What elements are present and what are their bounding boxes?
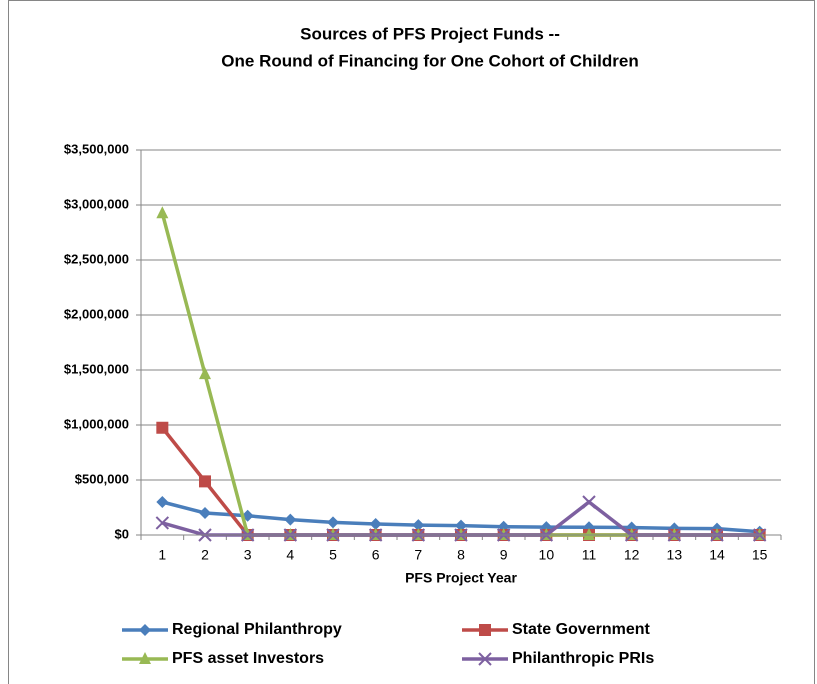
x-tick-label: 2 xyxy=(201,547,209,563)
x-tick-label: 9 xyxy=(500,547,508,563)
x-tick-label: 12 xyxy=(624,547,640,563)
legend-label: State Government xyxy=(512,621,650,638)
y-tick-label: $1,000,000 xyxy=(64,416,129,431)
x-tick-label: 11 xyxy=(582,547,597,563)
marker xyxy=(139,624,151,636)
x-tick-label: 7 xyxy=(414,547,422,563)
x-tick-label: 14 xyxy=(709,547,725,563)
legend-label: Philanthropic PRIs xyxy=(512,650,654,667)
marker xyxy=(455,519,467,532)
marker xyxy=(156,496,169,508)
marker xyxy=(412,519,425,532)
y-tick-label: $0 xyxy=(115,526,129,541)
chart-title: Sources of PFS Project Funds -- xyxy=(300,24,560,43)
x-tick-label: 10 xyxy=(539,547,555,563)
legend-label: Regional Philanthropy xyxy=(172,621,342,638)
marker xyxy=(156,206,169,219)
y-tick-label: $3,500,000 xyxy=(64,141,129,156)
marker xyxy=(156,421,169,434)
legend-label: PFS asset Investors xyxy=(172,650,324,667)
chart-title: One Round of Financing for One Cohort of… xyxy=(221,51,638,70)
y-tick-label: $500,000 xyxy=(75,471,129,486)
x-tick-label: 13 xyxy=(667,547,683,563)
y-tick-label: $2,500,000 xyxy=(64,251,129,266)
x-tick-label: 3 xyxy=(244,547,252,563)
x-axis-title: PFS Project Year xyxy=(405,570,517,586)
y-tick-label: $2,000,000 xyxy=(64,306,129,321)
x-tick-label: 5 xyxy=(329,547,337,563)
marker xyxy=(478,652,492,666)
marker xyxy=(199,507,211,519)
chart-border xyxy=(8,0,815,684)
marker xyxy=(369,518,382,530)
x-tick-label: 15 xyxy=(752,547,768,563)
marker xyxy=(139,652,151,664)
marker xyxy=(327,516,339,529)
x-tick-label: 4 xyxy=(286,547,294,563)
marker xyxy=(155,516,170,530)
marker xyxy=(479,624,491,636)
marker xyxy=(583,528,595,540)
marker xyxy=(582,495,596,509)
marker xyxy=(199,475,211,488)
y-tick-label: $1,500,000 xyxy=(64,361,129,376)
marker xyxy=(199,367,211,380)
x-tick-label: 6 xyxy=(372,547,380,563)
x-tick-label: 8 xyxy=(457,547,465,563)
y-tick-label: $3,000,000 xyxy=(64,196,129,211)
x-tick-label: 1 xyxy=(158,547,166,563)
marker xyxy=(284,513,297,526)
